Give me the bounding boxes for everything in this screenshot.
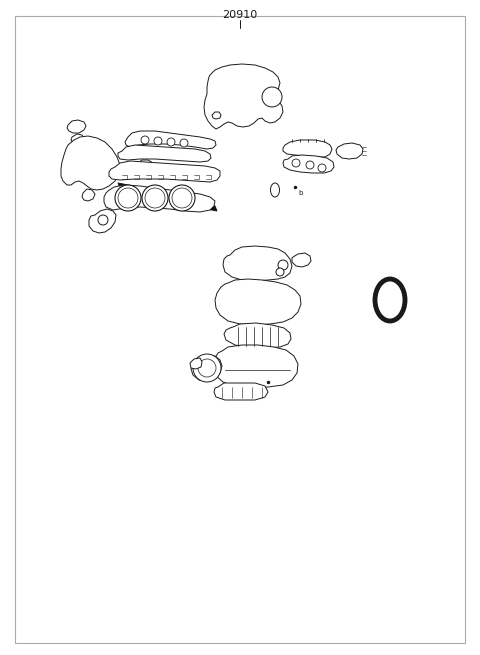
Polygon shape bbox=[89, 209, 116, 233]
Polygon shape bbox=[104, 185, 215, 212]
Circle shape bbox=[142, 185, 168, 211]
Polygon shape bbox=[213, 345, 298, 388]
Circle shape bbox=[180, 139, 188, 147]
Circle shape bbox=[115, 185, 141, 211]
Circle shape bbox=[172, 188, 192, 208]
Polygon shape bbox=[109, 161, 220, 182]
Polygon shape bbox=[223, 246, 292, 281]
Polygon shape bbox=[215, 279, 301, 325]
Ellipse shape bbox=[381, 286, 399, 314]
Polygon shape bbox=[212, 112, 221, 119]
Polygon shape bbox=[130, 190, 217, 211]
Polygon shape bbox=[125, 131, 216, 149]
Polygon shape bbox=[190, 358, 202, 369]
Text: 20910: 20910 bbox=[222, 10, 258, 20]
Polygon shape bbox=[118, 145, 211, 162]
Circle shape bbox=[318, 164, 326, 172]
Circle shape bbox=[193, 354, 221, 382]
Polygon shape bbox=[292, 253, 311, 267]
Circle shape bbox=[98, 215, 108, 225]
Polygon shape bbox=[137, 160, 153, 169]
Polygon shape bbox=[71, 134, 84, 144]
Polygon shape bbox=[214, 383, 268, 400]
Circle shape bbox=[154, 137, 162, 145]
Polygon shape bbox=[336, 143, 363, 159]
Text: b: b bbox=[298, 190, 302, 196]
Circle shape bbox=[262, 87, 282, 107]
Circle shape bbox=[145, 188, 165, 208]
FancyBboxPatch shape bbox=[15, 16, 465, 643]
Circle shape bbox=[118, 188, 138, 208]
Ellipse shape bbox=[375, 279, 405, 321]
Polygon shape bbox=[118, 183, 202, 204]
Polygon shape bbox=[224, 323, 291, 348]
Polygon shape bbox=[67, 120, 86, 133]
Polygon shape bbox=[191, 356, 222, 381]
Circle shape bbox=[169, 185, 195, 211]
Circle shape bbox=[141, 136, 149, 144]
Circle shape bbox=[306, 161, 314, 169]
Circle shape bbox=[278, 260, 288, 270]
Polygon shape bbox=[82, 189, 95, 201]
Circle shape bbox=[292, 159, 300, 167]
Polygon shape bbox=[283, 155, 334, 173]
Polygon shape bbox=[61, 136, 120, 190]
Circle shape bbox=[198, 359, 216, 377]
Polygon shape bbox=[204, 64, 283, 129]
Ellipse shape bbox=[271, 183, 279, 197]
Polygon shape bbox=[283, 140, 332, 157]
Circle shape bbox=[167, 138, 175, 146]
Circle shape bbox=[276, 268, 284, 276]
